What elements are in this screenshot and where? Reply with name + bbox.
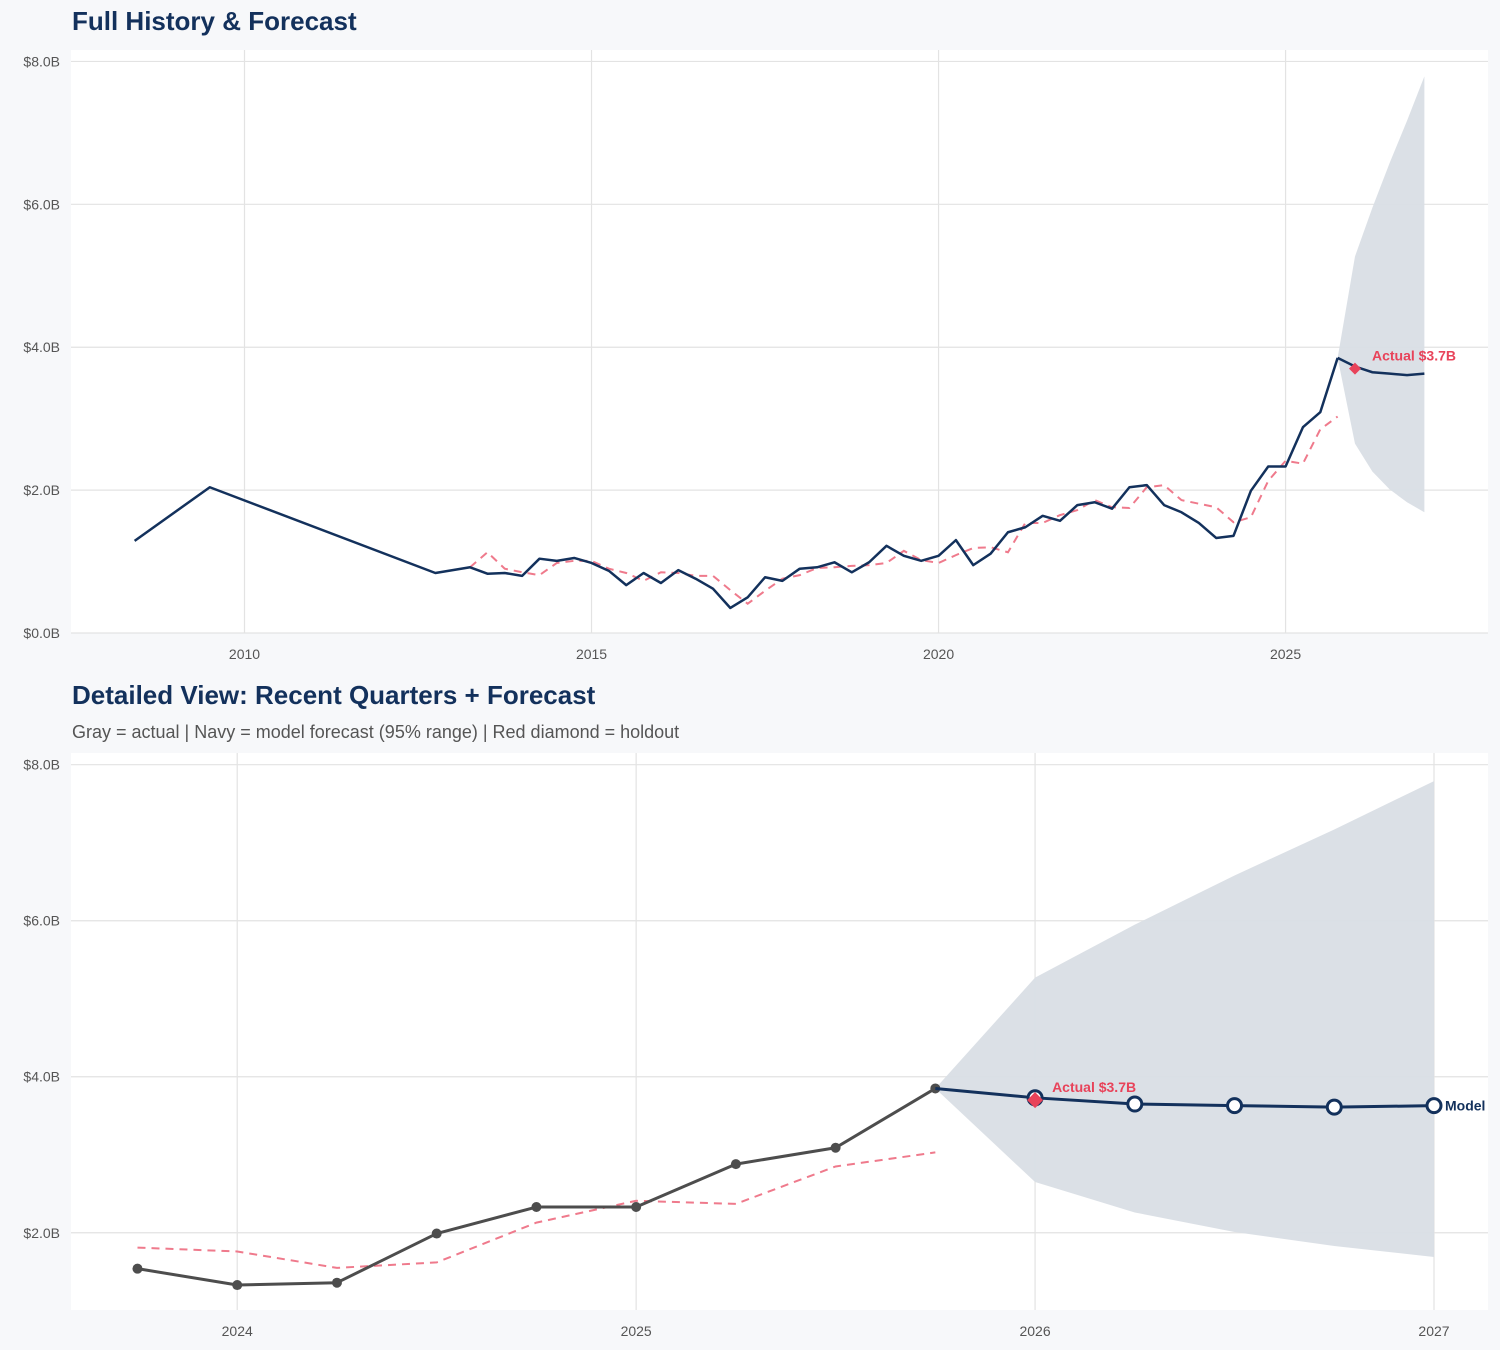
actual-point [132, 1263, 143, 1274]
forecast-point [1425, 1097, 1443, 1115]
forecast-point [1226, 1097, 1244, 1115]
holdout-diamond [1348, 362, 1361, 375]
fitted-dashed-line [469, 415, 1339, 605]
x-tick-label: 2025 [1270, 646, 1301, 662]
y-tick-label: $8.0B [23, 757, 60, 773]
forecast-95-range-band [935, 781, 1434, 1257]
fitted-dashed-line [137, 1151, 936, 1269]
actual-line [133, 357, 1339, 610]
x-tick-label: 2027 [1418, 1323, 1449, 1339]
x-tick-label: 2010 [229, 646, 260, 662]
full-history-chart: $0.0B $2.0B $4.0B $6.0B $8.0B 2010 2015 2020 202… [23, 50, 1488, 662]
y-tick-label: $2.0B [23, 1225, 60, 1241]
holdout-diamond [1027, 1092, 1044, 1109]
x-tick-label: 2020 [923, 646, 954, 662]
holdout-annotation: Actual $3.7B [1372, 348, 1456, 364]
y-tick-label: $6.0B [23, 196, 60, 212]
actual-point [631, 1202, 642, 1213]
detailed-view-chart: $2.0B $4.0B $6.0B $8.0B 2024 2025 2026 2027 Mode… [23, 753, 1488, 1339]
y-tick-label: $4.0B [23, 339, 60, 355]
x-tick-label: 2024 [222, 1323, 253, 1339]
forecast-95-range-band [1337, 76, 1425, 513]
actual-point [431, 1228, 442, 1239]
y-tick-label: $8.0B [23, 53, 60, 69]
forecast-line [1337, 356, 1425, 377]
forecast-point [1325, 1098, 1343, 1116]
forecast-series-label: Model [1445, 1098, 1485, 1114]
actual-point [331, 1277, 342, 1288]
actual-point [730, 1159, 741, 1170]
y-tick-label: $4.0B [23, 1069, 60, 1085]
holdout-annotation: Actual $3.7B [1052, 1079, 1136, 1095]
x-tick-label: 2026 [1019, 1323, 1050, 1339]
y-tick-label: $2.0B [23, 482, 60, 498]
chart-subtitle-legend: Gray = actual | Navy = model forecast (9… [72, 722, 680, 742]
y-tick-label: $6.0B [23, 913, 60, 929]
chart-title-detailed-view: Detailed View: Recent Quarters + Forecas… [72, 680, 596, 710]
plot-area-top [71, 50, 1488, 633]
x-tick-label: 2025 [621, 1323, 652, 1339]
forecast-point [1126, 1095, 1144, 1113]
y-tick-label: $0.0B [23, 625, 60, 641]
forecast-line [935, 1086, 1435, 1109]
actual-point [232, 1280, 243, 1291]
x-tick-label: 2015 [576, 646, 607, 662]
actual-point [830, 1142, 841, 1153]
chart-title-full-history: Full History & Forecast [72, 6, 357, 36]
actual-point [531, 1202, 542, 1213]
